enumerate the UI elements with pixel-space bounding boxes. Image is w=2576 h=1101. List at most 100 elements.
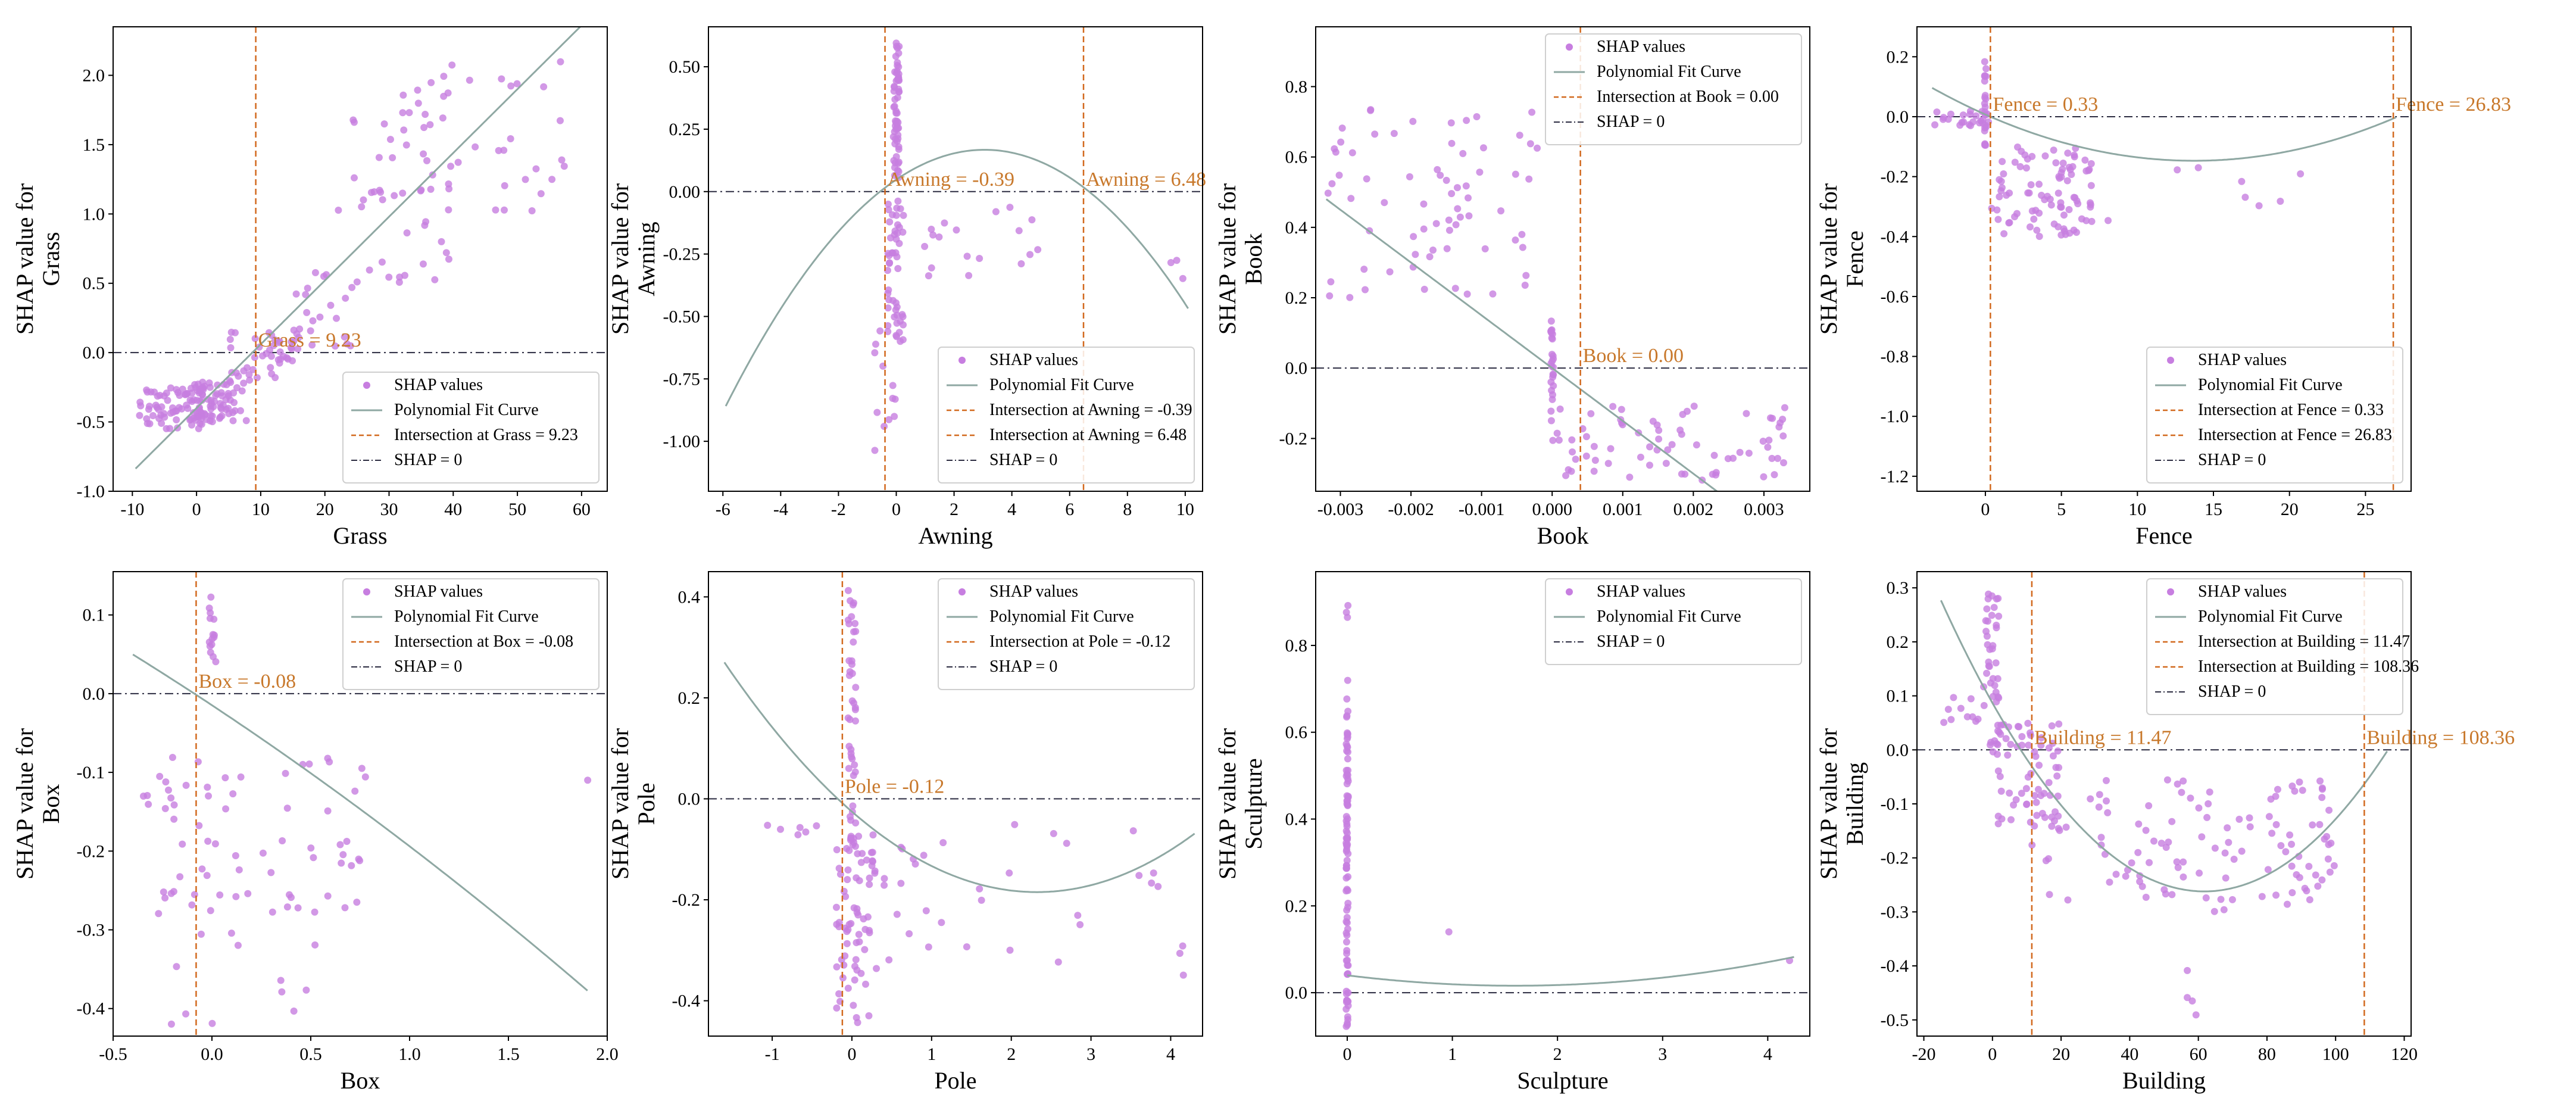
shap-point: [207, 411, 214, 419]
shap-point: [196, 386, 204, 394]
shap-point: [305, 760, 313, 768]
shap-point: [1988, 204, 1996, 212]
y-tick-label: -0.4: [672, 991, 701, 1011]
shap-point: [2055, 764, 2063, 772]
shap-point: [278, 988, 286, 996]
y-axis-label: Sculpture: [1240, 758, 1267, 849]
shap-point: [892, 211, 900, 219]
shap-point: [1479, 144, 1487, 152]
shap-point: [380, 120, 388, 128]
shap-point: [355, 855, 363, 863]
shap-point: [849, 802, 857, 810]
shap-point: [2060, 211, 2068, 219]
shap-point: [1664, 446, 1672, 454]
shap-point: [1437, 171, 1444, 179]
shap-point: [445, 206, 452, 214]
shap-point: [2047, 201, 2055, 209]
shap-point: [2016, 163, 2024, 170]
shap-point: [353, 899, 361, 906]
x-tick-label: 6: [1065, 500, 1074, 519]
shap-point: [2011, 158, 2019, 166]
shap-point: [324, 892, 332, 900]
shap-point: [234, 941, 242, 949]
shap-point: [1344, 1021, 1351, 1029]
shap-point: [1548, 326, 1556, 334]
x-tick-label: 2: [1553, 1044, 1562, 1064]
shap-point: [1712, 469, 1720, 476]
legend-entry: Polynomial Fit Curve: [1597, 63, 1741, 81]
shap-point: [166, 425, 174, 432]
y-tick-label: 0.8: [1285, 77, 1308, 96]
shap-point: [1026, 251, 1034, 258]
shap-point: [1996, 773, 2004, 781]
shap-point: [2056, 174, 2063, 182]
shap-point: [844, 876, 851, 884]
shap-point: [1568, 436, 1576, 444]
y-tick-label: -0.2: [672, 890, 701, 910]
shap-point: [327, 301, 335, 309]
shap-point: [208, 418, 216, 426]
shap-point: [2104, 809, 2112, 816]
y-tick-label: 0.0: [1887, 107, 1909, 127]
y-axis-label: SHAP value for: [1815, 183, 1842, 335]
shap-point: [1054, 958, 1062, 966]
x-tick-label: 15: [2205, 500, 2222, 519]
shap-point: [1982, 65, 1990, 73]
shap-point: [431, 276, 439, 283]
shap-point: [240, 379, 248, 387]
shap-point: [894, 137, 901, 145]
shap-point: [417, 186, 425, 194]
shap-point: [1426, 253, 1434, 261]
shap-point: [1362, 286, 1369, 294]
shap-point: [2064, 149, 2072, 157]
legend-entry: SHAP = 0: [394, 451, 462, 469]
shap-point: [2033, 226, 2041, 234]
x-tick-label: -0.5: [99, 1044, 127, 1064]
legend-entry: SHAP = 0: [2198, 451, 2266, 469]
shap-point: [925, 943, 932, 951]
shap-point: [1342, 817, 1350, 825]
legend-marker-points: [958, 588, 966, 595]
shap-point: [1410, 233, 1417, 241]
y-tick-label: 0.5: [83, 274, 105, 294]
x-tick-label: 4: [1166, 1044, 1175, 1064]
shap-point: [1344, 900, 1352, 907]
shap-point: [853, 966, 861, 974]
legend-entry: Polynomial Fit Curve: [989, 376, 1134, 394]
shap-point: [358, 203, 366, 211]
shap-point: [143, 388, 151, 396]
shap-point: [1683, 407, 1691, 415]
shap-point: [1326, 292, 1334, 300]
shap-point: [1344, 850, 1352, 857]
x-tick-label: -0.003: [1317, 500, 1364, 519]
shap-point: [2097, 834, 2105, 841]
shap-point: [1512, 236, 1519, 244]
legend-box: [1545, 578, 1802, 665]
shap-point: [2174, 780, 2181, 788]
shap-point: [195, 822, 203, 829]
shap-point: [2024, 155, 2031, 163]
shap-point: [876, 327, 884, 335]
shap-point: [2012, 796, 2020, 804]
x-tick-label: 10: [2128, 500, 2146, 519]
shap-point: [2053, 772, 2061, 780]
shap-point: [377, 188, 385, 196]
shap-point: [2005, 219, 2013, 227]
shap-point: [880, 881, 888, 889]
shap-point: [886, 218, 894, 226]
x-tick-label: 20: [2052, 1044, 2070, 1064]
shap-point: [422, 218, 430, 226]
shap-point: [2296, 778, 2303, 786]
shap-point: [2195, 804, 2203, 812]
shap-point: [2198, 833, 2206, 841]
shap-point: [1618, 406, 1625, 413]
shap-point: [894, 59, 901, 67]
shap-point: [1006, 946, 1014, 954]
shap-point: [2013, 210, 2021, 217]
shap-point: [351, 787, 359, 795]
shap-point: [851, 717, 859, 725]
legend: SHAP values Polynomial Fit Curve Intersect…: [2146, 578, 2419, 715]
x-tick-label: -0.001: [1459, 500, 1505, 519]
shap-point: [167, 409, 174, 417]
shap-point: [230, 389, 238, 397]
